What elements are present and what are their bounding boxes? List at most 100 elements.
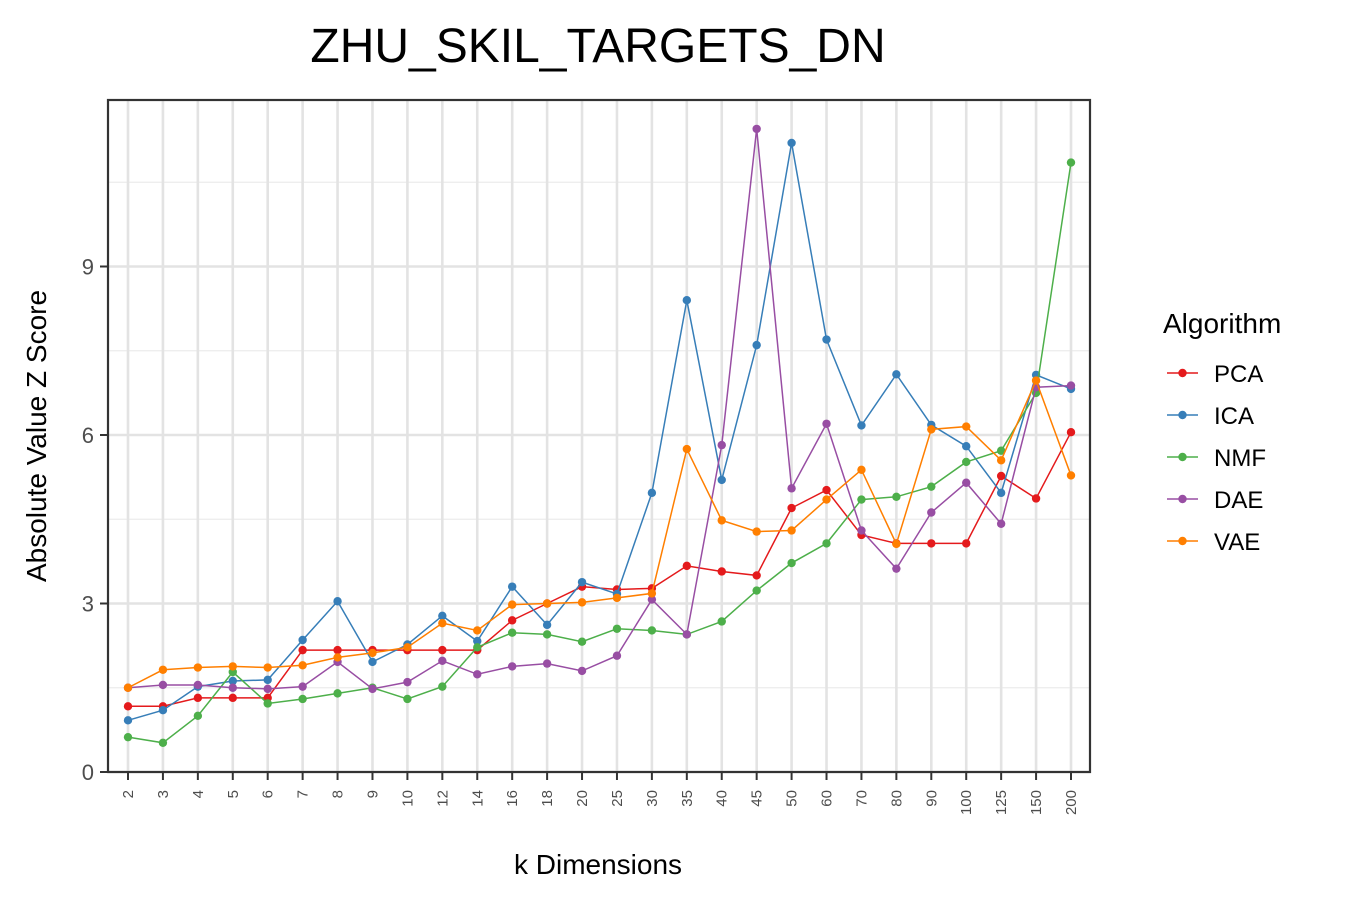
data-point-pca: [1031, 494, 1041, 503]
x-tick-label: 3: [155, 790, 172, 798]
legend-label: ICA: [1214, 403, 1254, 430]
x-tick-label: 18: [539, 790, 556, 807]
x-tick-label: 10: [399, 790, 416, 807]
data-point-vae: [333, 653, 342, 662]
x-tick-label: 9: [364, 790, 381, 798]
data-point-nmf: [1066, 158, 1076, 167]
data-point-dae: [577, 666, 587, 676]
data-point-vae: [123, 683, 133, 692]
data-point-dae: [717, 440, 726, 450]
data-point-dae: [263, 684, 272, 694]
data-point-dae: [228, 683, 237, 692]
data-point-nmf: [193, 711, 203, 721]
series-ica: [123, 138, 1076, 725]
legend-item-nmf: NMF: [1167, 445, 1266, 472]
y-tick-label: 3: [82, 592, 94, 617]
series-dae: [123, 124, 1076, 694]
x-tick-label: 7: [295, 790, 312, 798]
legend-key-point: [1178, 410, 1187, 420]
data-point-nmf: [298, 694, 307, 704]
data-point-nmf: [857, 495, 866, 504]
data-point-nmf: [647, 626, 657, 635]
data-point-vae: [1031, 376, 1041, 385]
data-point-pca: [438, 645, 447, 655]
data-point-nmf: [542, 630, 552, 639]
data-point-ica: [717, 475, 726, 485]
chart-title: ZHU_SKIL_TARGETS_DN: [310, 20, 885, 73]
y-tick-label: 0: [82, 760, 94, 785]
data-point-pca: [1066, 427, 1076, 437]
data-point-dae: [892, 564, 901, 573]
data-point-dae: [996, 519, 1006, 528]
data-point-vae: [857, 465, 866, 475]
data-point-dae: [542, 659, 552, 668]
data-point-vae: [996, 456, 1006, 465]
data-point-ica: [123, 716, 133, 725]
data-point-vae: [473, 626, 482, 635]
data-point-vae: [158, 665, 168, 674]
series-line-vae: [127, 378, 1072, 689]
x-tick-label: 25: [609, 790, 626, 807]
legend-label: VAE: [1214, 529, 1260, 556]
data-point-ica: [892, 370, 901, 379]
data-point-pca: [333, 645, 342, 655]
data-point-nmf: [752, 586, 761, 595]
data-point-ica: [962, 442, 971, 451]
legend-key-point: [1178, 452, 1187, 462]
x-tick-label: 12: [434, 790, 451, 807]
series-vae: [123, 376, 1076, 692]
legend: Algorithm PCA ICA NMF DAE VAE: [1163, 308, 1281, 556]
data-point-nmf: [123, 732, 133, 742]
x-tick-label: 50: [784, 790, 801, 807]
data-point-ica: [368, 657, 377, 667]
data-point-vae: [717, 516, 726, 525]
data-point-nmf: [263, 699, 272, 708]
data-point-dae: [787, 484, 796, 493]
data-point-ica: [298, 635, 307, 645]
series-line-ica: [127, 142, 1072, 722]
data-point-ica: [996, 488, 1006, 498]
x-tick-label: 125: [993, 790, 1010, 815]
data-point-nmf: [787, 558, 796, 568]
data-point-dae: [927, 508, 936, 517]
x-tick-label: 8: [330, 790, 347, 798]
x-tick-label: 16: [504, 790, 521, 807]
legend-item-dae: DAE: [1167, 487, 1263, 514]
data-point-pca: [193, 693, 203, 703]
data-point-nmf: [158, 738, 168, 747]
y-tick-label: 9: [82, 255, 94, 280]
x-tick-label: 4: [190, 790, 207, 798]
data-point-nmf: [612, 624, 622, 633]
x-tick-label: 14: [469, 790, 486, 807]
data-point-ica: [752, 340, 761, 350]
series-line-dae: [127, 128, 1072, 690]
data-point-pca: [507, 616, 517, 625]
x-tick-label: 2: [120, 790, 137, 798]
data-point-dae: [962, 478, 971, 487]
data-point-vae: [1066, 471, 1076, 480]
data-point-dae: [158, 680, 168, 690]
data-point-ica: [577, 577, 587, 587]
data-point-nmf: [717, 617, 726, 626]
data-point-pca: [787, 503, 796, 513]
data-point-pca: [996, 471, 1006, 481]
data-point-vae: [507, 600, 517, 609]
legend-key-point: [1178, 536, 1187, 546]
x-tick-label: 80: [888, 790, 905, 807]
data-point-ica: [822, 335, 831, 344]
data-point-ica: [787, 138, 796, 148]
data-point-vae: [577, 598, 587, 607]
data-point-vae: [752, 527, 761, 536]
data-point-vae: [368, 648, 377, 658]
x-tick-label: 20: [574, 790, 591, 807]
data-point-ica: [438, 611, 447, 621]
data-point-ica: [647, 488, 657, 498]
legend-item-ica: ICA: [1167, 403, 1254, 430]
legend-label: NMF: [1214, 445, 1266, 472]
data-point-ica: [507, 582, 517, 591]
data-point-vae: [228, 662, 237, 671]
series-layer: [123, 124, 1076, 747]
data-point-vae: [542, 599, 552, 608]
